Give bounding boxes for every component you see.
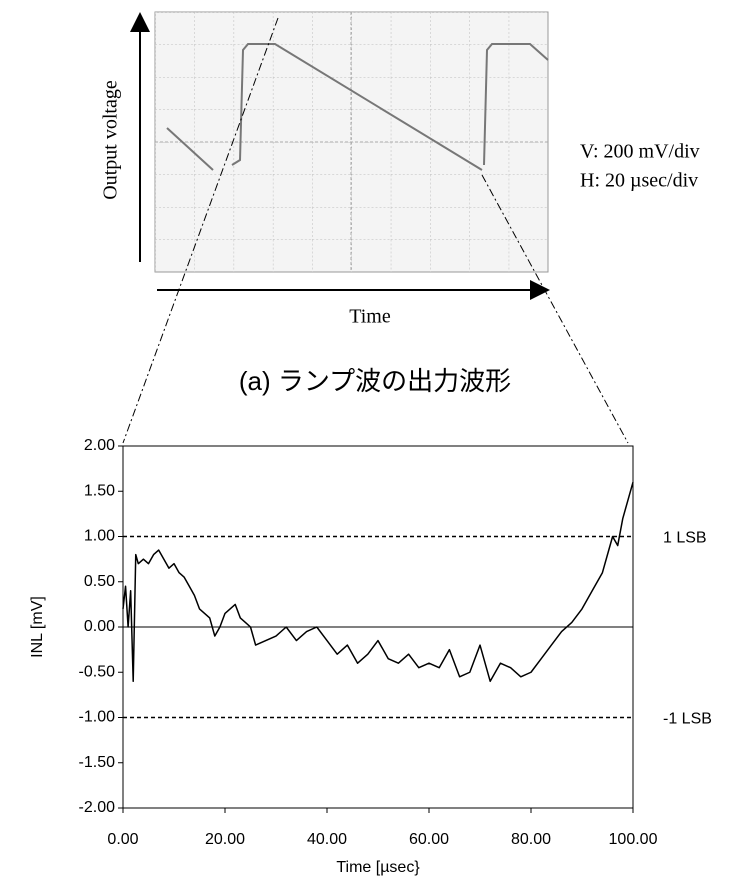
scope-y-label: Output voltage [100,80,122,200]
y-tick-label: 0.50 [84,573,115,590]
x-tick-label: 0.00 [107,831,138,848]
y-axis-title: INL [mV] [29,596,46,658]
reference-label: -1 LSB [663,711,712,728]
figure: Output voltage Time V: 200 mV/div H: 20 … [0,0,743,886]
oscilloscope-image [155,12,548,272]
scope-x-label: Time [349,306,391,328]
scale-note: V: 200 mV/div [580,141,700,163]
y-tick-label: -0.50 [79,663,116,680]
reference-label: 1 LSB [663,530,707,547]
y-tick-label: 1.00 [84,528,115,545]
y-tick-label: -1.50 [79,754,116,771]
inl-line [123,482,633,681]
caption: (a) ランプ波の出力波形 [239,366,511,396]
y-tick-label: -1.00 [79,709,116,726]
scale-note: H: 20 µsec/div [580,170,698,192]
y-tick-label: 2.00 [84,437,115,454]
x-tick-label: 60.00 [409,831,449,848]
y-tick-label: -2.00 [79,799,116,816]
x-tick-label: 80.00 [511,831,551,848]
x-axis-title: Time [µsec} [336,859,420,876]
x-tick-label: 40.00 [307,831,347,848]
y-tick-label: 0.00 [84,618,115,635]
y-tick-label: 1.50 [84,482,115,499]
x-tick-label: 20.00 [205,831,245,848]
zoom-line [482,175,628,443]
x-tick-label: 100.00 [609,831,658,848]
